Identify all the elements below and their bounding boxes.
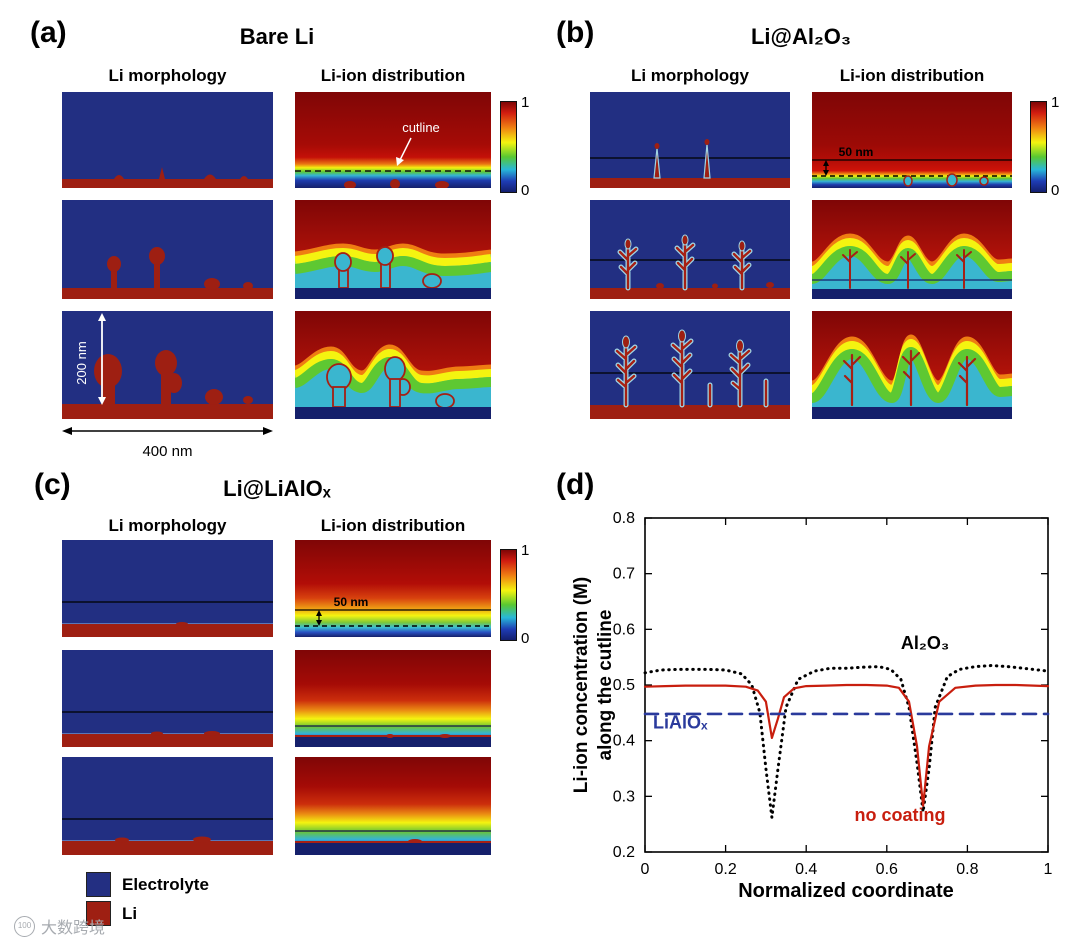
panel-a-label: (a)	[30, 16, 67, 49]
panel-b-col-morphology: Li morphology	[630, 66, 750, 85]
watermark-logo-icon: 100	[14, 915, 35, 937]
morphology-image-a1	[62, 92, 273, 188]
panel-d-label: (d)	[556, 468, 595, 501]
colorbar-c-min: 0	[521, 630, 530, 647]
legend-item-li: Li	[86, 901, 137, 926]
svg-text:0.7: 0.7	[613, 566, 635, 583]
morphology-image-c2	[62, 650, 273, 747]
distribution-image-b2	[812, 200, 1012, 299]
colorbar-c: 1 0	[500, 542, 540, 647]
panel-a-col-morphology: Li morphology	[108, 66, 227, 85]
panel-c-col-distribution: Li-ion distribution	[320, 516, 466, 535]
svg-text:0.4: 0.4	[613, 733, 635, 750]
chart-y-axis-label: Li-ion concentration (M) along the cutli…	[570, 505, 618, 865]
width-scale-label: 400 nm	[142, 443, 193, 460]
colorbar-c-gradient	[500, 549, 517, 641]
chart-panel: 0 0.2 0.4 0.6 0.8 1 0.2 0.3 0.4 0.5 0.6 0.7 0.8 Al₂O₃…	[555, 470, 1080, 948]
colorbar-b-gradient	[1030, 101, 1047, 193]
morphology-image-a3: 200 nm	[62, 311, 273, 419]
chart-y-axis-label-line2: along the cutline	[595, 609, 616, 761]
width-scale: 400 nm	[62, 424, 273, 460]
morphology-image-c1	[62, 540, 273, 637]
colorbar-b-min: 0	[1051, 182, 1060, 199]
width-scale-arrow	[62, 427, 273, 435]
svg-text:0.6: 0.6	[613, 621, 635, 638]
distribution-image-a2	[295, 200, 491, 299]
distribution-image-b1: 50 nm	[812, 92, 1012, 188]
colorbar-b-max: 1	[1051, 94, 1060, 111]
svg-text:0.5: 0.5	[613, 677, 635, 694]
panel-b-col-distribution: Li-ion distribution	[839, 66, 985, 85]
li-label: Li	[122, 903, 138, 923]
li-ion-concentration-chart: 0 0.2 0.4 0.6 0.8 1 0.2 0.3 0.4 0.5 0.6 0.7 0.8 Al₂O₃…	[613, 510, 1053, 878]
svg-text:Al₂O₃: Al₂O₃	[901, 633, 949, 653]
cutline-label: cutline	[402, 120, 440, 135]
colorbar-c-max: 1	[521, 542, 530, 559]
svg-text:0.3: 0.3	[613, 788, 635, 805]
morphology-image-c3	[62, 757, 273, 855]
panel-c-col-morphology: Li morphology	[108, 516, 227, 535]
svg-text:0.2: 0.2	[613, 844, 635, 861]
svg-text:0.6: 0.6	[876, 861, 898, 878]
morphology-image-b1	[590, 92, 790, 188]
svg-text:no coating: no coating	[855, 805, 946, 825]
svg-text:0.8: 0.8	[956, 861, 978, 878]
watermark-text: 大数跨境	[41, 920, 106, 937]
morphology-image-b2	[590, 200, 790, 299]
colorbar-b: 1 0	[1030, 94, 1070, 199]
legend-item-electrolyte: Electrolyte	[86, 872, 209, 897]
coating-thickness-label-b: 50 nm	[839, 145, 874, 159]
panel-a-title: Bare Li	[239, 24, 315, 49]
electrolyte-swatch	[86, 872, 111, 897]
distribution-image-c2	[295, 650, 491, 747]
distribution-image-b3	[812, 311, 1012, 419]
svg-text:0: 0	[641, 861, 650, 878]
morphology-image-b3	[590, 311, 790, 419]
chart-x-axis-label: Normalized coordinate	[738, 880, 954, 902]
svg-text:0.8: 0.8	[613, 510, 635, 527]
colorbar-a-min: 0	[521, 182, 530, 199]
distribution-image-a3	[295, 311, 491, 419]
electrolyte-label: Electrolyte	[122, 874, 209, 894]
panel-c-title: Li@LiAlOₓ	[223, 476, 331, 501]
height-scale-label: 200 nm	[74, 341, 89, 384]
svg-text:0.4: 0.4	[795, 861, 817, 878]
distribution-image-c3	[295, 757, 491, 855]
morphology-image-a2	[62, 200, 273, 299]
svg-text:LiAlOₓ: LiAlOₓ	[653, 712, 708, 732]
panel-b-label: (b)	[556, 16, 595, 49]
distribution-image-c1: 50 nm	[295, 540, 491, 637]
distribution-image-a1: cutline	[295, 92, 491, 188]
watermark: 100 大数跨境	[14, 914, 105, 938]
chart-y-axis-label-line1: Li-ion concentration (M)	[571, 576, 592, 794]
svg-text:1: 1	[1044, 861, 1053, 878]
panel-b-title: Li@Al₂O₃	[750, 24, 852, 49]
coating-thickness-label-c: 50 nm	[334, 595, 369, 609]
panel-c-label: (c)	[34, 468, 71, 501]
svg-text:0.2: 0.2	[714, 861, 736, 878]
colorbar-a: 1 0	[500, 94, 540, 199]
panel-a-col-distribution: Li-ion distribution	[320, 66, 466, 85]
colorbar-a-gradient	[500, 101, 517, 193]
colorbar-a-max: 1	[521, 94, 530, 111]
li-swatch	[86, 901, 111, 926]
